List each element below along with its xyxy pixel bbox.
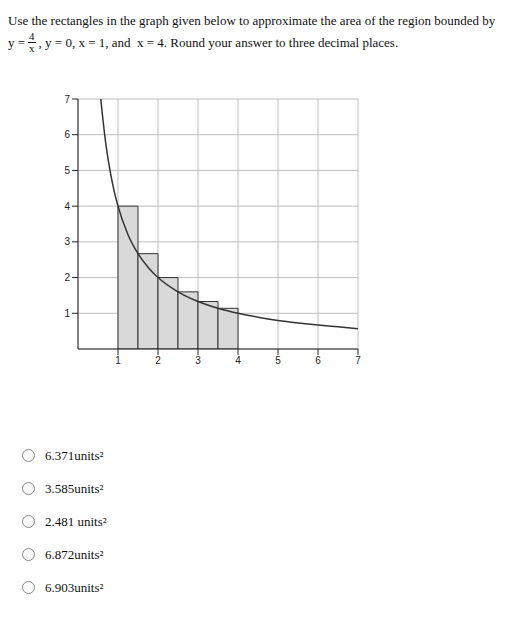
svg-text:3: 3 bbox=[64, 236, 70, 247]
svg-text:3: 3 bbox=[195, 355, 201, 366]
svg-text:5: 5 bbox=[64, 165, 70, 176]
svg-text:6: 6 bbox=[64, 129, 70, 140]
svg-text:7: 7 bbox=[64, 94, 70, 105]
svg-text:2: 2 bbox=[64, 272, 70, 283]
html-text:x , y = 0, x = 1, and x = 4. R: x , y = 0, x = 1, and x = 4. Round your … bbox=[29, 35, 399, 54]
svg-text:7: 7 bbox=[355, 355, 361, 366]
html-text:2.481 units²: 2.481 units² bbox=[45, 513, 107, 529]
html-text:6.872units²: 6.872units² bbox=[45, 546, 104, 562]
svg-text:1: 1 bbox=[64, 308, 70, 319]
html-text:6.903units²: 6.903units² bbox=[45, 579, 104, 595]
svg-text:6: 6 bbox=[315, 355, 321, 366]
svg-text:4: 4 bbox=[235, 355, 241, 366]
svg-text:1: 1 bbox=[115, 355, 121, 366]
svg-text:5: 5 bbox=[275, 355, 281, 366]
svg-text:4: 4 bbox=[64, 201, 70, 212]
html-text:y = 4: y = 4 bbox=[8, 30, 35, 50]
svg-text:2: 2 bbox=[155, 355, 161, 366]
html-text:6.371units²: 6.371units² bbox=[45, 447, 104, 463]
html-text:3.585units²: 3.585units² bbox=[45, 480, 104, 496]
html-text:Use the rectangles in the grap: Use the rectangles in the graph given be… bbox=[8, 13, 496, 28]
